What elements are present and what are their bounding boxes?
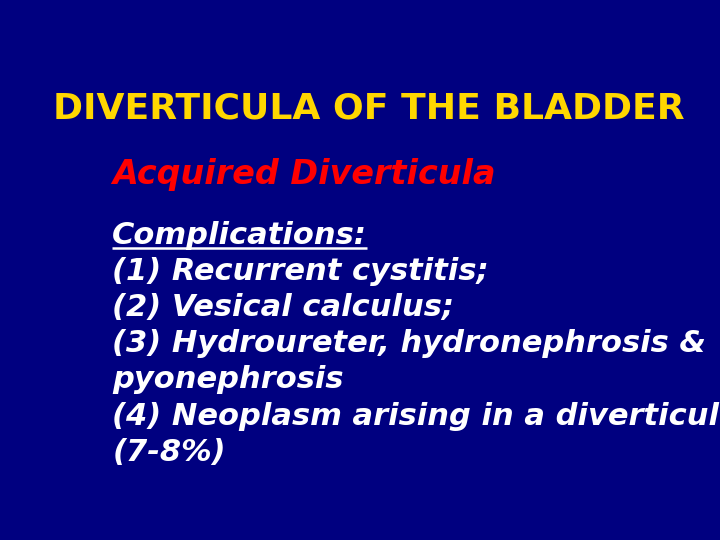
Text: (4) Neoplasm arising in a diverticulum: (4) Neoplasm arising in a diverticulum <box>112 402 720 430</box>
Text: (1) Recurrent cystitis;: (1) Recurrent cystitis; <box>112 257 489 286</box>
Text: (2) Vesical calculus;: (2) Vesical calculus; <box>112 293 454 322</box>
Text: (7-8%): (7-8%) <box>112 438 226 467</box>
Text: pyonephrosis: pyonephrosis <box>112 366 344 394</box>
Text: Acquired Diverticula: Acquired Diverticula <box>112 158 496 191</box>
Text: DIVERTICULA OF THE BLADDER: DIVERTICULA OF THE BLADDER <box>53 92 685 126</box>
Text: (3) Hydroureter, hydronephrosis &: (3) Hydroureter, hydronephrosis & <box>112 329 706 358</box>
Text: Complications:: Complications: <box>112 221 367 249</box>
